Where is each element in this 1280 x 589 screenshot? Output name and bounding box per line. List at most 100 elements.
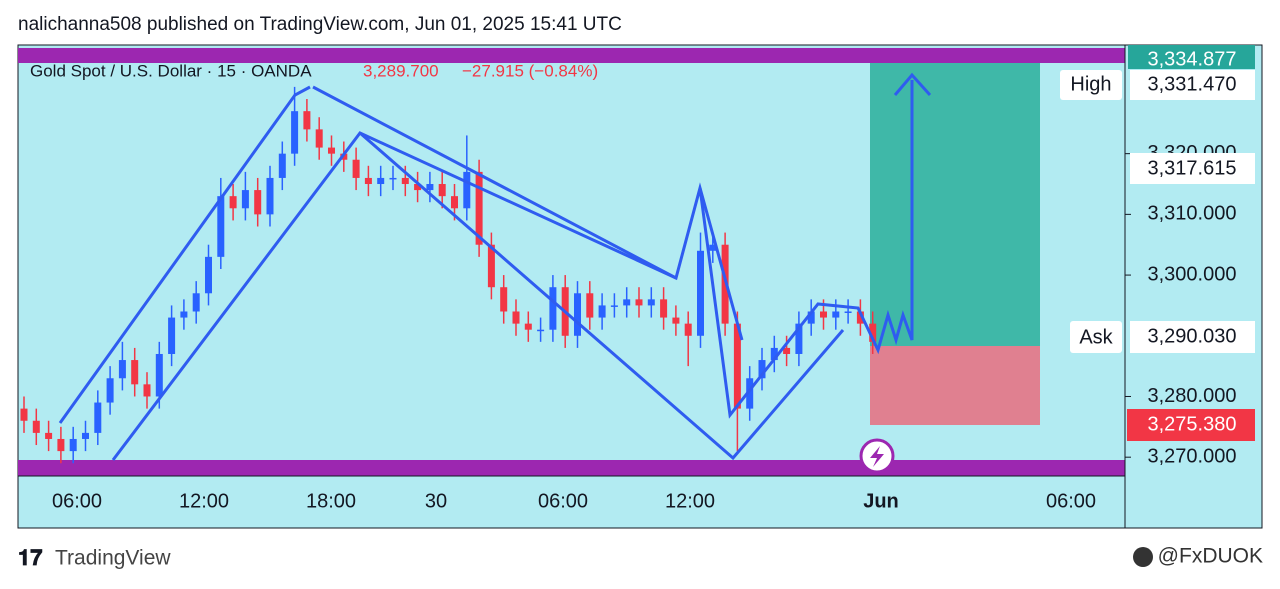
candle-body (832, 311, 840, 318)
y-tick-label: 3,310.000 (1148, 203, 1237, 225)
candle-body (118, 360, 126, 379)
candle-body (746, 378, 754, 409)
high-price: 3,331.470 (1148, 73, 1237, 95)
candle-body (352, 159, 360, 178)
x-tick-label: 18:00 (306, 490, 356, 512)
publisher: nalichanna508 published on TradingView.c… (18, 14, 622, 35)
handle: @FxDUOK (1158, 545, 1263, 568)
high-tag: High (1070, 73, 1111, 95)
candle-body (770, 347, 778, 361)
candle-body (856, 311, 864, 324)
candle-body (807, 311, 815, 324)
candle-body (303, 111, 311, 130)
candle-body (549, 287, 557, 330)
y-tick-label: 3,300.000 (1148, 263, 1237, 285)
ask-tag: Ask (1079, 326, 1113, 348)
x-tick-label: Jun (863, 490, 899, 512)
candle-body (463, 171, 471, 209)
candle-body (660, 299, 668, 318)
candle-body (106, 378, 114, 403)
stop-box (1127, 409, 1255, 441)
last-price: 3,289.700 (363, 61, 439, 80)
candle-body (820, 311, 827, 318)
candle-body (45, 432, 53, 439)
chart-panel (17, 44, 1263, 529)
candle-body (32, 420, 40, 433)
candle-body (180, 311, 188, 318)
stop-zone (870, 346, 1040, 425)
top-band (18, 48, 1125, 63)
target-zone (870, 63, 1040, 346)
flash-glyph (870, 446, 884, 467)
candle-body (451, 196, 458, 209)
candle-body (500, 287, 508, 312)
candle-body (414, 184, 422, 191)
candle-body (512, 311, 520, 324)
symbol-title: Gold Spot / U.S. Dollar · 15 · OANDA (30, 61, 312, 80)
drawings (58, 72, 932, 461)
candle-body (94, 402, 102, 433)
candle-body (598, 305, 606, 318)
x-tick-label: 06:00 (52, 490, 102, 512)
ask-box (1130, 321, 1255, 353)
candle-body (537, 329, 545, 332)
high-tag-box (1060, 70, 1122, 100)
candle-body (69, 438, 77, 452)
candle-body (623, 299, 631, 306)
candle-body (143, 384, 151, 397)
ask-price: 3,290.030 (1148, 325, 1237, 347)
candle-body (647, 299, 655, 306)
candle-body (401, 177, 409, 185)
candle-body (389, 177, 397, 180)
candle-body (315, 129, 323, 148)
facebook-icon (1133, 547, 1153, 567)
projection (698, 80, 914, 419)
channel-line (58, 85, 311, 424)
candle-body (795, 323, 803, 354)
candle-body (438, 184, 446, 197)
candle-body (229, 196, 237, 209)
candle-body (709, 244, 717, 251)
candle-body (205, 256, 212, 294)
brand: TradingView (55, 547, 171, 570)
candles (20, 86, 877, 464)
mid-box (1130, 153, 1255, 184)
candle-body (783, 347, 791, 354)
ask-tag-box (1070, 321, 1122, 353)
candle-body (291, 111, 299, 154)
candle-body (684, 323, 692, 336)
candle-body (131, 360, 139, 385)
candle-body (266, 177, 274, 215)
candle-body (217, 196, 225, 257)
candle-body (610, 305, 618, 307)
candle-body (82, 432, 89, 439)
candle-body (168, 317, 176, 354)
candle-body (524, 323, 532, 330)
top-price: 3,334.877 (1148, 48, 1237, 70)
high-box (1130, 70, 1255, 100)
y-tick-label: 3,280.000 (1148, 385, 1237, 407)
candle-body (57, 438, 65, 452)
top-price-box (1128, 45, 1255, 69)
candle-body (475, 171, 483, 245)
x-tick-label: 12:00 (665, 490, 715, 512)
candle-body (869, 323, 877, 342)
candle-body (278, 153, 286, 178)
candle-body (733, 323, 741, 409)
x-tick-label: 06:00 (1046, 490, 1096, 512)
y-tick-label: 3,270.000 (1148, 445, 1237, 467)
candle-body (20, 408, 28, 421)
bottom-band (18, 460, 1125, 476)
price-change: −27.915 (−0.84%) (462, 61, 598, 80)
candle-body (697, 250, 704, 336)
tv-logo: 𝟏𝟕 (18, 545, 43, 570)
x-tick-label: 06:00 (538, 490, 588, 512)
candle-body (758, 360, 766, 379)
x-tick-label: 30 (425, 490, 447, 512)
candle-body (155, 353, 163, 397)
candle-body (377, 177, 385, 185)
candle-body (192, 293, 200, 312)
trend-line (312, 85, 677, 280)
x-tick-label: 12:00 (179, 490, 229, 512)
stop-price: 3,275.380 (1148, 413, 1237, 435)
